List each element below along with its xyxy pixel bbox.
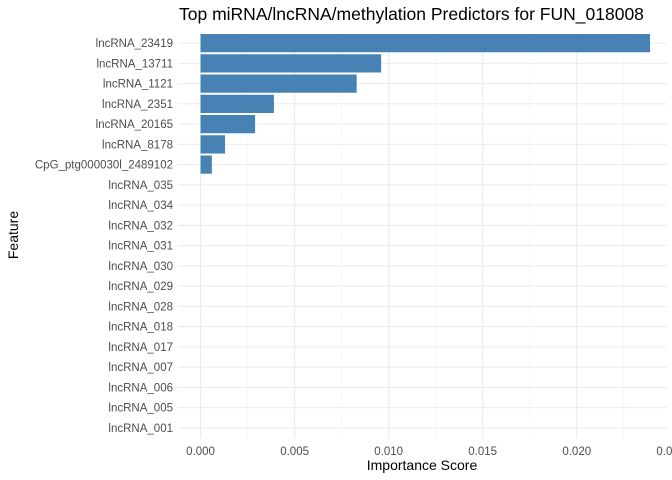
chart-title: Top miRNA/lncRNA/methylation Predictors …: [179, 4, 644, 25]
y-tick-label: lncRNA_032: [108, 220, 173, 232]
y-tick-label: lncRNA_001: [108, 423, 173, 435]
bars: [200, 34, 651, 174]
x-tick-label: 0.005: [280, 446, 309, 458]
x-tick-label: 0.010: [374, 446, 403, 458]
y-tick-label: lncRNA_8178: [102, 139, 173, 151]
y-tick-label: lncRNA_018: [108, 322, 173, 334]
bar: [200, 155, 212, 174]
y-tick-label: lncRNA_007: [108, 362, 173, 374]
y-tick-label: lncRNA_1121: [103, 79, 173, 91]
y-tick-label: CpG_ptg000030l_2489102: [35, 160, 173, 172]
bar: [200, 94, 274, 113]
x-tick-label: 0.015: [468, 446, 497, 458]
x-tick-labels: 0.000 0.005 0.010 0.015 0.020 0.025: [186, 446, 672, 458]
y-tick-label: lncRNA_006: [108, 382, 173, 394]
bar: [200, 54, 382, 73]
bar: [200, 34, 651, 53]
y-tick-label: lncRNA_017: [108, 342, 173, 354]
y-tick-labels: lncRNA_23419 lncRNA_13711 lncRNA_1121 lncRN…: [35, 38, 174, 435]
grid: [178, 33, 667, 438]
x-tick-label: 0.025: [656, 446, 672, 458]
bar: [200, 135, 226, 154]
x-tick-label: 0.000: [186, 446, 215, 458]
y-tick-label: lncRNA_035: [108, 180, 173, 192]
x-tick-label: 0.020: [562, 446, 591, 458]
y-tick-label: lncRNA_029: [108, 281, 173, 293]
y-tick-label: lncRNA_13711: [96, 58, 173, 70]
y-tick-label: lncRNA_034: [108, 200, 173, 212]
y-tick-label: lncRNA_028: [108, 301, 173, 313]
y-tick-label: lncRNA_030: [108, 261, 173, 273]
y-tick-label: lncRNA_23419: [96, 38, 173, 50]
y-tick-label: lncRNA_2351: [102, 99, 173, 111]
y-tick-label: lncRNA_031: [108, 241, 173, 253]
x-axis-title: Importance Score: [367, 457, 478, 473]
y-axis-title: Feature: [5, 211, 21, 259]
bar: [200, 115, 256, 134]
y-tick-label: lncRNA_20165: [96, 119, 173, 131]
bar: [200, 74, 357, 93]
y-tick-label: lncRNA_005: [108, 403, 173, 415]
